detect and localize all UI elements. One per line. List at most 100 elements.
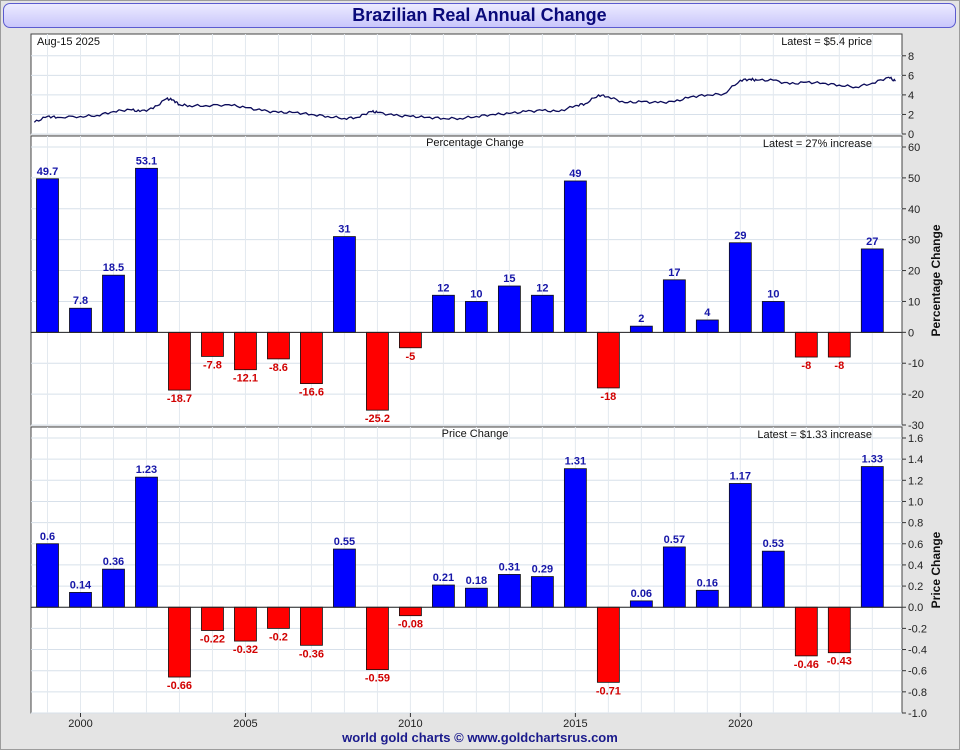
bar <box>234 606 257 642</box>
bar <box>794 331 818 358</box>
y-tick-label: 8 <box>908 51 914 63</box>
data-label: 0.6 <box>40 531 55 543</box>
data-label: 27 <box>866 236 878 248</box>
data-label: 1.31 <box>565 456 586 468</box>
panel-title: Price Change <box>442 428 509 440</box>
data-label: -8.6 <box>269 362 288 374</box>
panel-latest-label: Latest = $5.4 price <box>781 36 872 48</box>
data-label: 18.5 <box>103 262 124 274</box>
y-tick-label: 0.4 <box>908 560 923 572</box>
y-tick-label: -0.2 <box>908 623 927 635</box>
data-label: -0.59 <box>365 673 390 685</box>
y-tick-label: 0.8 <box>908 518 923 530</box>
bar <box>300 606 323 646</box>
data-label: 53.1 <box>136 155 157 167</box>
y-tick-label: -10 <box>908 358 924 370</box>
y-tick-label: 10 <box>908 296 920 308</box>
bar <box>36 543 59 608</box>
bar <box>267 331 290 360</box>
data-label: 15 <box>503 273 515 285</box>
bar <box>497 574 521 608</box>
bar <box>333 236 356 333</box>
bar <box>761 301 785 333</box>
y-tick-label: 1.0 <box>908 496 923 508</box>
bar <box>135 167 158 333</box>
bar <box>563 180 587 333</box>
data-label: -0.22 <box>200 634 225 646</box>
data-label: 0.31 <box>499 561 520 573</box>
data-label: -7.8 <box>203 359 222 371</box>
bar <box>168 606 191 678</box>
bar <box>860 466 884 608</box>
title-bar: Brazilian Real Annual Change <box>3 3 956 28</box>
y-tick-label: 40 <box>908 204 920 216</box>
y-tick-label: 20 <box>908 266 920 278</box>
bar <box>530 576 554 608</box>
bar <box>464 301 488 333</box>
y-tick-label: 2 <box>908 109 914 121</box>
data-label: -18 <box>600 391 616 403</box>
bar <box>69 592 92 608</box>
bar <box>102 568 125 608</box>
bar <box>662 279 686 333</box>
bar <box>366 331 389 411</box>
bar <box>596 606 620 683</box>
x-tick-label: 2020 <box>728 718 752 730</box>
bar <box>728 483 752 608</box>
bar <box>695 319 719 333</box>
data-label: 0.57 <box>664 534 685 546</box>
bar <box>464 587 488 608</box>
y-tick-label: -1.0 <box>908 708 927 720</box>
y-tick-label: 6 <box>908 70 914 82</box>
y-axis-title: Percentage Change <box>929 224 943 336</box>
y-tick-label: -0.8 <box>908 687 927 699</box>
y-tick-label: 1.6 <box>908 433 923 445</box>
bar <box>201 606 224 631</box>
data-label: 0.21 <box>433 572 454 584</box>
bar <box>399 331 422 349</box>
data-label: 1.17 <box>730 470 751 482</box>
data-label: 10 <box>767 288 779 300</box>
data-label: 2 <box>638 313 644 325</box>
y-tick-label: 0.0 <box>908 602 923 614</box>
data-label: -5 <box>406 351 416 363</box>
data-label: 0.53 <box>763 538 784 550</box>
panel-title: Percentage Change <box>426 137 524 149</box>
panel-1-background <box>30 33 903 135</box>
y-tick-label: -0.6 <box>908 666 927 678</box>
y-tick-label: 0.2 <box>908 581 923 593</box>
data-label: 0.29 <box>532 564 553 576</box>
panel-latest-label: Latest = $1.33 increase <box>757 429 872 441</box>
bar <box>300 331 323 385</box>
panel-date-label: Aug-15 2025 <box>37 36 100 48</box>
bar <box>36 178 59 333</box>
data-label: -0.43 <box>827 656 852 668</box>
y-tick-label: -20 <box>908 389 924 401</box>
data-label: -0.46 <box>794 659 819 671</box>
bar <box>366 606 389 671</box>
panel-latest-label: Latest = 27% increase <box>763 138 872 150</box>
data-label: -0.36 <box>299 648 324 660</box>
price-line <box>33 76 896 123</box>
x-tick-label: 2005 <box>233 718 257 730</box>
data-label: 4 <box>704 307 711 319</box>
bar <box>827 606 851 654</box>
bar <box>662 546 686 608</box>
bar <box>728 242 752 333</box>
data-label: 10 <box>470 288 482 300</box>
data-label: 12 <box>437 282 449 294</box>
bar <box>629 325 653 333</box>
data-label: -8 <box>801 360 811 372</box>
bar <box>530 294 554 333</box>
bar <box>135 476 158 608</box>
panel-2-background <box>30 135 903 426</box>
bar <box>234 331 257 371</box>
data-label: -0.2 <box>269 631 288 643</box>
y-tick-label: -30 <box>908 420 924 432</box>
bar <box>695 589 719 608</box>
bar <box>497 285 521 333</box>
data-label: -0.08 <box>398 619 423 631</box>
data-label: 0.06 <box>631 588 652 600</box>
y-tick-label: 50 <box>908 173 920 185</box>
